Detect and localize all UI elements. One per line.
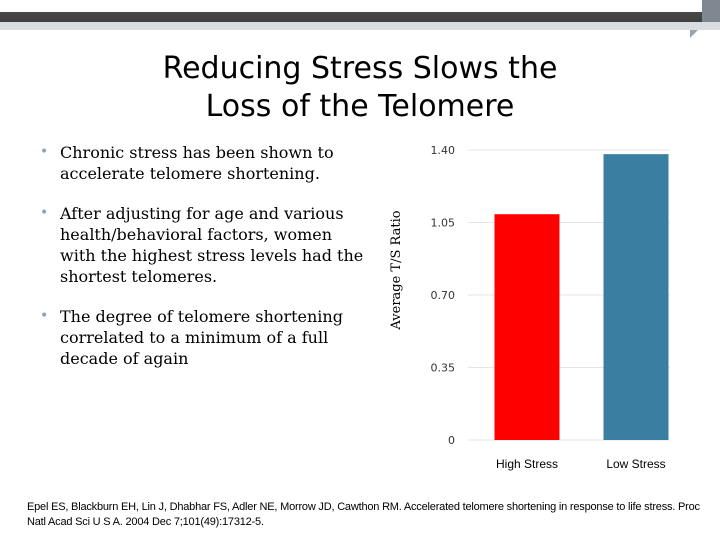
bullet-list: • Chronic stress has been shown to accel… — [34, 142, 364, 388]
y-axis-ticks: 0 0.35 0.70 1.05 1.40 — [431, 144, 456, 447]
bullet-dot-icon: • — [40, 144, 49, 160]
bullet-dot-icon: • — [40, 205, 49, 221]
citation: Epel ES, Blackburn EH, Lin J, Dhabhar FS… — [27, 501, 700, 528]
x-axis-labels: High Stress Low Stress — [496, 457, 666, 471]
x-tick-label: Low Stress — [606, 457, 665, 471]
bar — [494, 214, 560, 440]
bullet-text: After adjusting for age and various heal… — [60, 204, 364, 286]
title-line-2: Loss of the Telomere — [205, 89, 515, 124]
slide-title: Reducing Stress Slows the Loss of the Te… — [100, 50, 620, 126]
top-banner — [0, 0, 720, 22]
title-line-1: Reducing Stress Slows the — [162, 51, 558, 86]
bullet-item: • Chronic stress has been shown to accel… — [34, 142, 364, 184]
bullet-text: The degree of telomere shortening correl… — [60, 307, 343, 368]
x-tick-label: High Stress — [496, 457, 558, 471]
y-tick-label: 1.40 — [431, 144, 456, 157]
bullet-item: • The degree of telomere shortening corr… — [34, 306, 364, 369]
y-axis-label: Average T/S Ratio — [389, 210, 404, 330]
bullet-dot-icon: • — [40, 308, 49, 324]
corner-accent — [702, 0, 720, 22]
y-tick-label: 0 — [448, 434, 455, 447]
bullet-item: • After adjusting for age and various he… — [34, 203, 364, 287]
top-stripe — [0, 22, 720, 30]
bar-chart: Average T/S Ratio 0 0.35 0.70 1.05 1.40 High… — [389, 144, 670, 471]
y-tick-label: 0.35 — [431, 362, 456, 375]
bar — [603, 154, 669, 440]
corner-triangle — [690, 30, 698, 38]
bullet-text: Chronic stress has been shown to acceler… — [60, 143, 334, 183]
bars — [494, 154, 669, 440]
y-tick-label: 1.05 — [431, 217, 456, 230]
y-tick-label: 0.70 — [431, 289, 456, 302]
